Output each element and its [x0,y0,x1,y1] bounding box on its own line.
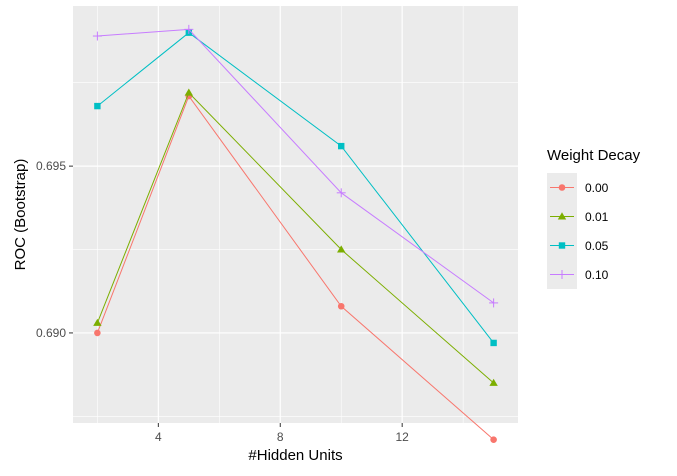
legend-label: 0.00 [585,181,609,195]
data-point [184,24,194,34]
series-0.00 [94,92,497,443]
axis-tick-labels: 4 8 12 0.690 0.695 [36,159,409,444]
series-line [96,95,494,441]
data-point [337,245,346,253]
data-point [490,436,497,443]
series-line [96,91,494,384]
legend-items: 0.00 0.01 0.05 0.10 [547,173,609,289]
data-point [338,142,345,150]
data-point [337,302,345,310]
data-point [489,378,498,386]
major-gridlines [73,6,518,423]
y-tick-label: 0.690 [36,326,66,340]
data-point [489,298,499,308]
data-point [94,329,101,337]
data-point [92,31,102,41]
legend-label: 0.10 [585,268,609,282]
data-point [490,339,497,347]
x-axis-title: #Hidden Units [248,447,342,464]
series-line [97,28,494,304]
y-tick-label: 0.695 [36,159,66,173]
series-layer [92,24,499,443]
x-tick-label: 8 [277,430,284,444]
panel-background [73,6,518,423]
axis-ticks [69,165,403,427]
data-point [336,188,346,198]
legend-key-marker [557,212,567,220]
legend-key-marker [557,270,567,279]
legend-key-marker [558,242,566,249]
legend: Weight Decay 0.00 0.01 0.05 0.10 [547,147,641,289]
legend-key-marker [558,184,566,191]
series-0.10 [92,24,499,308]
legend-title: Weight Decay [547,147,641,164]
legend-item-0.00: 0.00 [547,173,609,202]
legend-item-0.10: 0.10 [547,260,609,289]
minor-gridlines [73,6,518,423]
y-axis-title: ROC (Bootstrap) [12,159,29,271]
data-point [93,318,102,326]
series-line [97,32,495,344]
legend-item-0.05: 0.05 [547,231,609,260]
series-0.01 [93,88,498,386]
legend-label: 0.05 [585,239,609,253]
data-point [184,88,194,96]
x-tick-label: 4 [155,430,162,444]
x-tick-label: 12 [395,430,409,444]
legend-item-0.01: 0.01 [547,202,609,231]
legend-label: 0.01 [585,210,609,224]
data-point [94,102,101,110]
